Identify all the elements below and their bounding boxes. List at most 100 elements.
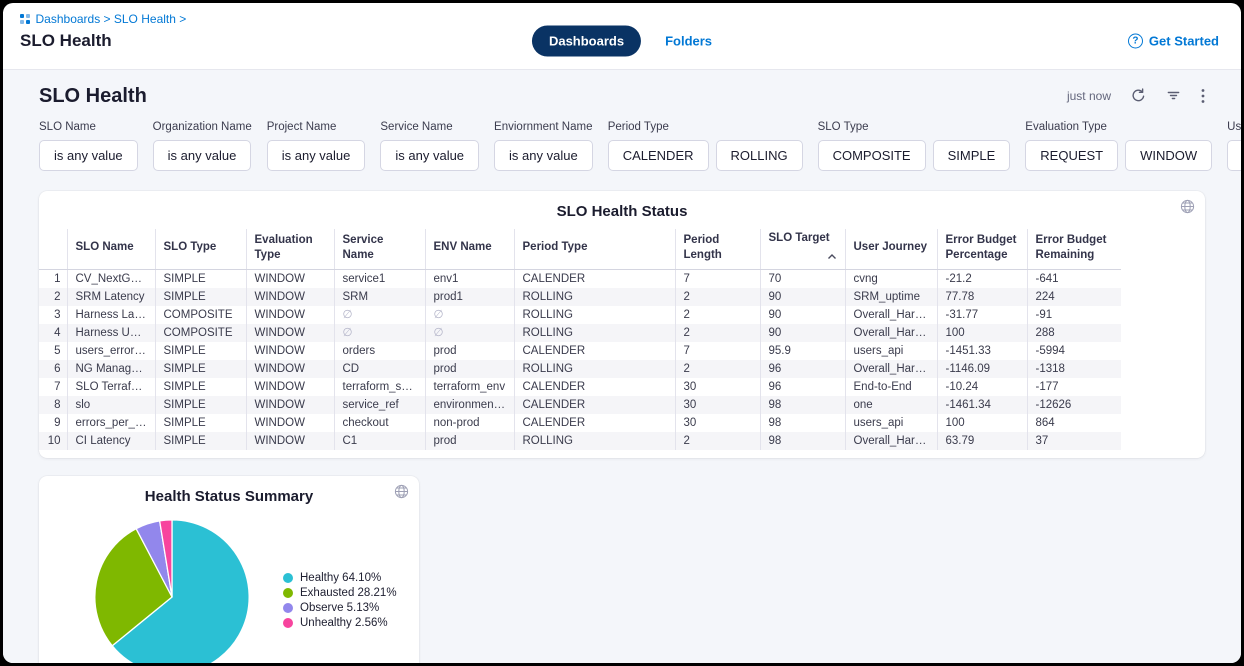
table-cell: slo — [66, 396, 155, 415]
table-cell: environment_ref — [424, 396, 514, 415]
get-started-label[interactable]: Get Started — [1148, 33, 1219, 48]
table-cell: 30 — [674, 396, 760, 415]
breadcrumb-text[interactable]: Dashboards > SLO Health > — [35, 12, 187, 26]
column-header-slo-type[interactable]: SLO Type — [154, 229, 246, 271]
dashboard-actions: just now — [1067, 88, 1205, 104]
column-header-error-budget-remaining[interactable]: Error Budget Remaining — [1026, 229, 1121, 271]
column-header-env-name[interactable]: ENV Name — [424, 229, 514, 271]
filter-buttons: is any value — [152, 140, 252, 171]
table-cell: SLO Terraform — [66, 378, 155, 397]
slo-health-status-card: SLO Health Status SLO Name SLO Type Evalua… — [39, 191, 1205, 459]
table-cell: 77.78 — [936, 288, 1027, 307]
filter-button-is-any-value[interactable]: is any value — [380, 140, 480, 171]
table-cell: terraform_service — [333, 378, 425, 397]
table-cell: SIMPLE — [154, 288, 246, 307]
get-started-link[interactable]: ? Get Started — [1127, 33, 1219, 48]
table-cell: -1318 — [1026, 360, 1121, 379]
filter-button-is-any-value[interactable]: is any value — [152, 140, 252, 171]
filter-label: Service Name — [380, 121, 453, 133]
legend-item-healthy[interactable]: Healthy 64.10% — [283, 572, 397, 584]
table-cell: WINDOW — [245, 396, 334, 415]
table-body: 1CV_NextGen_ProdSIMPLEWINDOWservice1env1… — [39, 269, 1121, 451]
column-header-error-budget-percentage[interactable]: Error Budget Percentage — [936, 229, 1027, 271]
table-cell: 100 — [936, 414, 1027, 433]
column-header-period-length[interactable]: Period Length — [674, 229, 760, 271]
filter-button-composite[interactable]: COMPOSITE — [817, 140, 926, 171]
breadcrumb[interactable]: Dashboards > SLO Health > — [20, 12, 1224, 26]
refresh-icon[interactable] — [1131, 88, 1146, 103]
pie-chart[interactable] — [89, 514, 255, 663]
legend-dot — [283, 602, 293, 613]
dashboard-content: SLO Health just now — [3, 70, 1241, 663]
filter-group-organization-name: Organization Name is any value — [152, 121, 252, 171]
pie-slice-healthy[interactable] — [111, 519, 250, 663]
app-window: Dashboards > SLO Health > SLO Health Das… — [3, 3, 1241, 663]
table-cell: 70 — [759, 269, 845, 289]
table-cell: non-prod — [424, 414, 514, 433]
table-cell: Overall_Harness — [844, 324, 937, 343]
table-cell: CALENDER — [513, 342, 675, 361]
table-cell: COMPOSITE — [154, 324, 246, 343]
column-header-period-type[interactable]: Period Type — [513, 229, 675, 271]
tab-folders[interactable]: Folders — [665, 33, 713, 48]
table-cell: SIMPLE — [154, 360, 246, 379]
table-cell: SIMPLE — [154, 269, 246, 289]
table-cell: 288 — [1026, 324, 1121, 343]
column-header-service-name[interactable]: Service Name — [333, 229, 425, 271]
filter-button-is-any-value[interactable]: is any value — [1227, 140, 1241, 171]
column-header-user-journey[interactable]: User Journey — [844, 229, 937, 271]
filter-lines-icon[interactable] — [1166, 88, 1181, 103]
table-cell: 7 — [674, 342, 760, 361]
filter-button-is-any-value[interactable]: is any value — [39, 140, 138, 171]
kebab-menu-icon[interactable] — [1201, 88, 1205, 104]
table-cell: SIMPLE — [154, 378, 246, 397]
table-cell: 37 — [1026, 432, 1121, 451]
column-header-slo-target[interactable]: SLO Target — [759, 229, 845, 271]
table-cell: SIMPLE — [154, 342, 246, 361]
filter-button-rolling[interactable]: ROLLING — [715, 140, 803, 171]
filter-button-request[interactable]: REQUEST — [1025, 140, 1119, 171]
table-cell: COMPOSITE — [154, 306, 246, 325]
filter-button-is-any-value[interactable]: is any value — [266, 140, 366, 171]
pie-chart-area: Healthy 64.10% Exhausted 28.21% Observe 5.… — [39, 514, 419, 663]
pie-slice-exhausted[interactable] — [94, 528, 173, 647]
table-cell: prod — [424, 360, 514, 379]
table-cell: 90 — [759, 306, 845, 325]
table-cell: WINDOW — [245, 432, 334, 451]
table-cell: 30 — [674, 414, 760, 433]
legend-item-unhealthy[interactable]: Unhealthy 2.56% — [283, 617, 397, 629]
table-row: 4 Harness Uptime COMPOSITE WINDOW ∅ ∅ ROLLING 2… — [39, 324, 1121, 343]
table-cell: ROLLING — [513, 324, 675, 343]
legend-item-exhausted[interactable]: Exhausted 28.21% — [283, 587, 397, 599]
filter-button-calender[interactable]: CALENDER — [607, 140, 709, 171]
row-number-cell: 7 — [54, 381, 61, 394]
column-header-evaluation-type[interactable]: Evaluation Type — [245, 229, 334, 271]
filter-buttons: CALENDER ROLLING — [607, 140, 803, 171]
globe-icon[interactable] — [1180, 199, 1195, 219]
globe-icon[interactable] — [394, 484, 409, 504]
table-cell: WINDOW — [245, 306, 334, 325]
table-cell: 98 — [759, 396, 845, 415]
pie-slice-unhealthy[interactable] — [159, 519, 173, 598]
table-row: 1 CV_NextGen_ProdSIMPLEWINDOWservice1env1… — [39, 269, 1121, 289]
table-cell: -1451.33 — [936, 342, 1027, 361]
dashboards-grid-icon — [20, 14, 30, 24]
column-header-slo-name[interactable]: SLO Name — [66, 229, 155, 271]
dashboard-title: SLO Health — [39, 85, 147, 107]
filter-buttons: is any value — [1227, 140, 1241, 171]
filter-button-window[interactable]: WINDOW — [1125, 140, 1213, 171]
filter-button-simple[interactable]: SIMPLE — [932, 140, 1011, 171]
table-cell: CALENDER — [513, 378, 675, 397]
legend-dot — [283, 572, 293, 583]
table-cell: WINDOW — [245, 360, 334, 379]
table-title: SLO Health Status — [556, 203, 688, 220]
table-cell: service1 — [333, 269, 425, 289]
table-cell: Harness Uptime — [66, 324, 155, 343]
tab-dashboards[interactable]: Dashboards — [531, 25, 642, 56]
table-cell: 864 — [1026, 414, 1121, 433]
legend-item-observe[interactable]: Observe 5.13% — [283, 602, 397, 614]
filter-button-is-any-value[interactable]: is any value — [494, 140, 593, 171]
table-cell: ∅ — [333, 306, 425, 325]
table-cell: NG Manager Latency — [66, 360, 155, 379]
table-cell: WINDOW — [245, 414, 334, 433]
